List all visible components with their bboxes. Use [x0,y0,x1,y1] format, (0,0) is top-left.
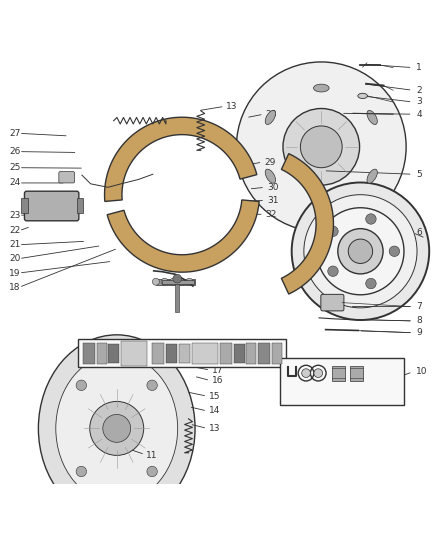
Text: 21: 21 [9,240,21,249]
Bar [109,344,119,363]
Ellipse shape [39,335,195,522]
Bar [152,343,164,365]
Bar [192,343,218,365]
Text: 27: 27 [9,129,21,138]
Circle shape [147,466,157,477]
Text: 7: 7 [416,302,422,311]
Bar [78,339,286,367]
Circle shape [103,415,131,442]
Bar [220,343,232,365]
Circle shape [186,278,193,285]
Text: 2: 2 [416,86,422,95]
Ellipse shape [265,110,276,125]
Circle shape [338,229,383,274]
Ellipse shape [367,169,378,183]
Bar [21,198,28,213]
Circle shape [90,401,144,455]
Circle shape [292,182,429,320]
Polygon shape [107,200,259,272]
Bar [121,341,147,366]
Bar [77,198,83,213]
Circle shape [300,126,342,168]
Text: 8: 8 [416,317,422,326]
Circle shape [328,266,338,277]
Text: 15: 15 [209,392,220,401]
Text: 24: 24 [9,179,21,188]
Text: 16: 16 [212,376,223,385]
Bar [83,343,95,365]
Circle shape [302,369,311,377]
Text: 10: 10 [416,367,427,376]
Bar [162,279,194,284]
FancyBboxPatch shape [25,191,79,221]
Bar [179,344,190,363]
Text: 1: 1 [416,63,422,72]
Text: 31: 31 [267,196,279,205]
Text: 3: 3 [416,98,422,107]
Circle shape [147,380,157,391]
Bar [272,343,282,365]
Text: 6: 6 [416,228,422,237]
Circle shape [389,246,399,256]
Circle shape [328,226,338,237]
Circle shape [170,278,177,285]
Text: 19: 19 [9,269,21,278]
Text: 14: 14 [209,407,220,416]
Circle shape [348,239,373,263]
Circle shape [317,208,404,295]
Text: 13: 13 [226,102,238,111]
Bar [247,343,256,365]
Bar [234,344,245,363]
Bar [258,343,270,365]
Ellipse shape [265,169,276,183]
Text: 4: 4 [416,110,422,119]
Bar [97,343,107,365]
Text: 29: 29 [264,158,276,166]
Text: 30: 30 [267,183,279,192]
Circle shape [173,274,182,283]
Text: 23: 23 [9,211,21,220]
Circle shape [283,109,360,185]
Bar [280,358,404,405]
Text: 17: 17 [212,366,223,375]
Polygon shape [281,154,333,294]
Ellipse shape [358,93,367,99]
Text: 22: 22 [9,227,21,235]
Circle shape [179,278,185,285]
FancyBboxPatch shape [321,294,344,311]
Text: 32: 32 [265,210,277,219]
Ellipse shape [367,110,378,125]
Text: 9: 9 [416,328,422,337]
Text: 20: 20 [9,254,21,263]
Ellipse shape [314,84,329,92]
Bar [350,366,363,381]
Circle shape [314,369,322,377]
Text: 25: 25 [9,163,21,172]
Bar [156,279,195,285]
Text: 5: 5 [416,169,422,179]
Circle shape [237,62,406,232]
Text: 26: 26 [9,147,21,156]
Text: 18: 18 [9,283,21,292]
Polygon shape [105,117,257,201]
Text: 11: 11 [146,451,158,461]
Circle shape [366,214,376,224]
Circle shape [76,466,87,477]
Text: 12: 12 [180,360,192,369]
Circle shape [366,278,376,289]
Bar [166,344,177,363]
Bar [176,279,179,312]
Ellipse shape [314,201,329,209]
Text: 13: 13 [209,424,220,433]
Circle shape [161,278,168,285]
FancyBboxPatch shape [59,172,74,183]
Circle shape [152,278,159,285]
Ellipse shape [56,354,178,503]
Circle shape [76,380,87,391]
Text: 28: 28 [265,110,277,119]
Circle shape [304,195,417,308]
Bar [332,366,345,381]
